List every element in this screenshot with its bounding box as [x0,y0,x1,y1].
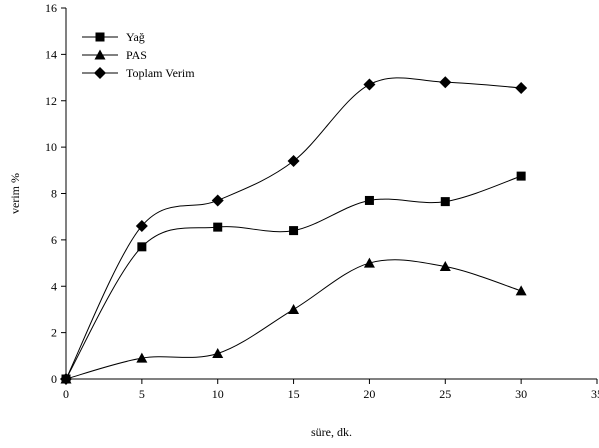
x-tick-label: 10 [212,387,224,401]
x-tick-label: 15 [288,387,300,401]
x-tick-label: 25 [439,387,451,401]
y-tick-label: 8 [51,187,57,201]
data-point-square [137,242,147,252]
data-point-diamond [135,219,148,232]
data-point-square [516,171,526,181]
x-tick-label: 5 [139,387,145,401]
y-tick-label: 10 [45,140,57,154]
y-tick-label: 2 [51,326,57,340]
ticks: 0 5 10 15 20 25 30 35 0 2 4 6 8 10 12 14 16 [45,1,599,401]
data-point-diamond [211,194,224,207]
data-point-diamond [363,78,376,91]
series-markers [60,76,528,385]
data-point-triangle [363,257,375,268]
y-tick-label: 4 [51,279,57,293]
legend-marker-triangle [94,49,106,60]
legend: Yağ PAS Toplam Verim [82,30,195,80]
x-tick-label: 35 [591,387,599,401]
y-tick-label: 0 [51,372,57,386]
legend-marker-square [95,32,105,42]
data-point-diamond [287,155,300,168]
data-point-diamond [439,76,452,89]
data-point-triangle [288,303,300,314]
data-point-diamond [60,373,72,385]
data-point-square [289,226,299,236]
series-line-square [65,175,522,380]
axes [65,8,597,380]
legend-label: PAS [126,48,147,62]
data-point-triangle [136,352,148,363]
data-point-triangle [439,261,451,272]
series-line-triangle [65,259,522,380]
x-tick-label: 0 [63,387,69,401]
data-point-square [440,197,450,207]
data-point-square [364,195,374,205]
y-tick-label: 6 [51,233,57,247]
x-tick-label: 20 [363,387,375,401]
data-point-triangle [515,285,527,296]
y-tick-label: 12 [45,94,57,108]
y-tick-label: 14 [45,47,57,61]
legend-label: Toplam Verim [126,66,195,80]
data-point-triangle [212,347,224,358]
legend-label: Yağ [126,30,145,44]
data-point-diamond [515,81,528,94]
x-axis-label: süre, dk. [311,425,352,439]
legend-marker-diamond [94,67,106,79]
data-point-square [213,222,223,232]
x-tick-label: 30 [515,387,527,401]
y-tick-label: 16 [45,1,57,15]
y-axis-label: verim % [8,173,22,214]
